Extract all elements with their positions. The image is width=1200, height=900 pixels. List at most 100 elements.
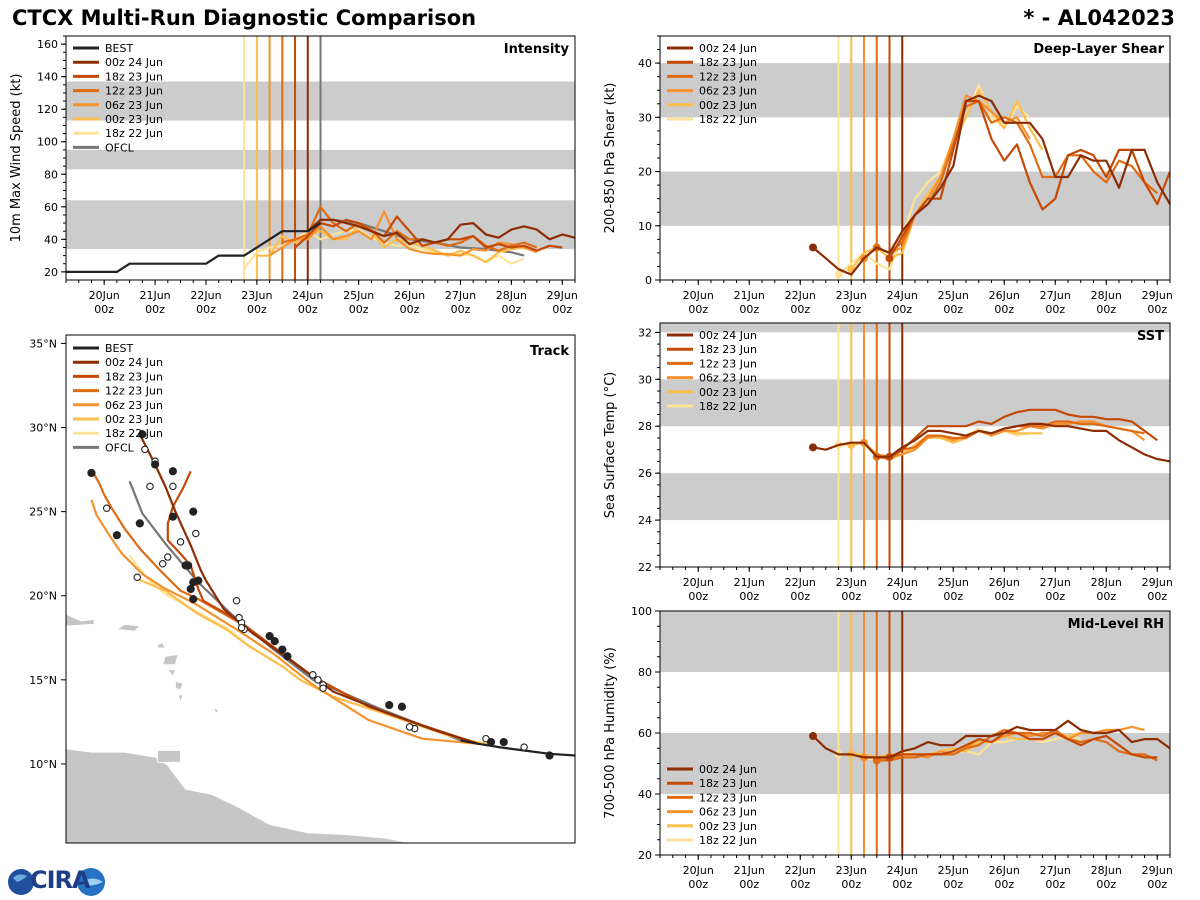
track-marker-open xyxy=(405,723,414,731)
sst-ytick-label: 30 xyxy=(638,373,652,386)
shear-xtick-sublabel: 00z xyxy=(790,303,810,316)
intensity-legend-label: 00z 24 Jun xyxy=(105,56,163,69)
sst-xtick-label: 23Jun xyxy=(836,576,867,589)
shear-xtick-label: 26Jun xyxy=(989,289,1020,302)
track-marker-open xyxy=(146,482,154,491)
track-legend-label: 00z 24 Jun xyxy=(105,356,163,369)
rh-xtick-sublabel: 00z xyxy=(994,878,1014,891)
sst-series-18z-23-Jun xyxy=(888,408,1158,458)
track-marker-filled xyxy=(135,519,144,528)
sst-series-00z-24-Jun xyxy=(812,422,1170,463)
land-barbados xyxy=(212,707,220,715)
intensity-xtick-label: 22Jun xyxy=(190,289,221,302)
intensity-ytick-label: 60 xyxy=(44,201,58,214)
rh-xtick-label: 20Jun xyxy=(683,864,714,877)
intensity-xtick-sublabel: 00z xyxy=(247,303,267,316)
rh-xtick-sublabel: 00z xyxy=(790,878,810,891)
rh-xtick-sublabel: 00z xyxy=(1147,878,1167,891)
sst-xtick-sublabel: 00z xyxy=(994,590,1014,603)
intensity-xtick-sublabel: 00z xyxy=(349,303,369,316)
sst-xtick-label: 27Jun xyxy=(1040,576,1071,589)
storm-id: * - AL042023 xyxy=(1023,6,1175,30)
sst-ylabel: Sea Surface Temp (°C) xyxy=(603,372,618,519)
intensity-xtick-sublabel: 00z xyxy=(400,303,420,316)
intensity-xtick-sublabel: 00z xyxy=(451,303,471,316)
shear-title: Deep-Layer Shear xyxy=(1033,42,1164,57)
shear-xtick-label: 28Jun xyxy=(1091,289,1122,302)
rh-xtick-sublabel: 00z xyxy=(1096,878,1116,891)
track-ytick-label: 30°N xyxy=(29,422,57,435)
rh-ylabel: 700-500 hPa Humidity (%) xyxy=(603,647,618,819)
rh-legend-label: 18z 22 Jun xyxy=(699,834,757,847)
intensity-xtick-label: 28Jun xyxy=(496,289,527,302)
shear-series-18z-23-Jun xyxy=(888,99,1170,259)
rh-xtick-label: 25Jun xyxy=(938,864,969,877)
intensity-xtick-label: 21Jun xyxy=(139,289,170,302)
rh-ytick-label: 20 xyxy=(638,849,652,862)
sst-xtick-sublabel: 00z xyxy=(790,590,810,603)
track-marker-filled xyxy=(138,430,147,439)
shear-xtick-label: 27Jun xyxy=(1040,289,1071,302)
sst-xtick-label: 21Jun xyxy=(734,576,765,589)
sst-threshold-band-1 xyxy=(660,379,1170,427)
intensity-legend-label: BEST xyxy=(105,42,133,55)
intensity-xtick-label: 25Jun xyxy=(343,289,374,302)
sst-legend-label: 18z 23 Jun xyxy=(699,343,757,356)
shear-ytick-label: 40 xyxy=(638,57,652,70)
intensity-legend-label: 12z 23 Jun xyxy=(105,85,163,98)
figure-title: CTCX Multi-Run Diagnostic Comparison xyxy=(12,6,477,30)
shear-plot-area xyxy=(660,36,1170,280)
shear-ytick-label: 10 xyxy=(638,220,652,233)
land-caribbean-islands-3 xyxy=(157,642,166,649)
land-caribbean-islands-6 xyxy=(174,681,184,691)
rh-legend-label: 00z 24 Jun xyxy=(699,763,757,776)
shear-xtick-sublabel: 00z xyxy=(688,303,708,316)
track-marker-filled xyxy=(112,531,122,540)
shear-init-point-18z-23-Jun xyxy=(885,254,894,263)
shear-series-18z-22-Jun xyxy=(837,83,1031,276)
sst-threshold-band-0 xyxy=(660,473,1170,521)
track-title: Track xyxy=(530,344,569,359)
intensity-panel: 2040608010012014016020Jun00z21Jun00z22Ju… xyxy=(9,35,578,316)
intensity-xtick-label: 27Jun xyxy=(445,289,476,302)
rh-xtick-sublabel: 00z xyxy=(892,878,912,891)
track-marker-filled xyxy=(189,507,198,516)
intensity-title: Intensity xyxy=(504,42,570,57)
intensity-series-00z-24-Jun xyxy=(307,218,575,246)
land-caribbean-islands-2 xyxy=(66,613,95,627)
rh-threshold-band-1 xyxy=(660,611,1170,672)
sst-xtick-label: 24Jun xyxy=(887,576,918,589)
rh-xtick-sublabel: 00z xyxy=(739,878,759,891)
intensity-xtick-label: 24Jun xyxy=(292,289,323,302)
intensity-ytick-label: 100 xyxy=(37,136,58,149)
shear-ytick-label: 30 xyxy=(638,111,652,124)
shear-xtick-sublabel: 00z xyxy=(1147,303,1167,316)
sst-xtick-sublabel: 00z xyxy=(943,590,963,603)
sst-xtick-sublabel: 00z xyxy=(892,590,912,603)
sst-xtick-label: 28Jun xyxy=(1091,576,1122,589)
track-marker-open xyxy=(319,684,327,692)
rh-series-00z-24-Jun xyxy=(812,719,1170,759)
rh-xtick-sublabel: 00z xyxy=(688,878,708,891)
intensity-ytick-label: 80 xyxy=(44,168,58,181)
track-marker-filled xyxy=(499,737,508,747)
shear-xtick-label: 25Jun xyxy=(938,289,969,302)
rh-xtick-label: 22Jun xyxy=(785,864,816,877)
track-marker-open xyxy=(169,482,177,491)
shear-xtick-sublabel: 00z xyxy=(892,303,912,316)
intensity-xtick-sublabel: 00z xyxy=(298,303,318,316)
track-series-BEST xyxy=(460,739,575,757)
track-marker-open xyxy=(235,613,243,622)
shear-xtick-label: 20Jun xyxy=(683,289,714,302)
intensity-xtick-label: 26Jun xyxy=(394,289,425,302)
track-series-18z-22-Jun xyxy=(128,554,499,749)
track-marker-filled xyxy=(181,561,190,570)
shear-xtick-label: 23Jun xyxy=(836,289,867,302)
shear-legend-label: 00z 23 Jun xyxy=(699,99,757,112)
shear-xtick-sublabel: 00z xyxy=(1096,303,1116,316)
track-marker-open xyxy=(102,504,111,513)
rh-xtick-label: 28Jun xyxy=(1091,864,1122,877)
intensity-plot-area xyxy=(66,36,575,280)
sst-legend-label: 18z 22 Jun xyxy=(699,400,757,413)
track-marker-open xyxy=(520,743,528,751)
